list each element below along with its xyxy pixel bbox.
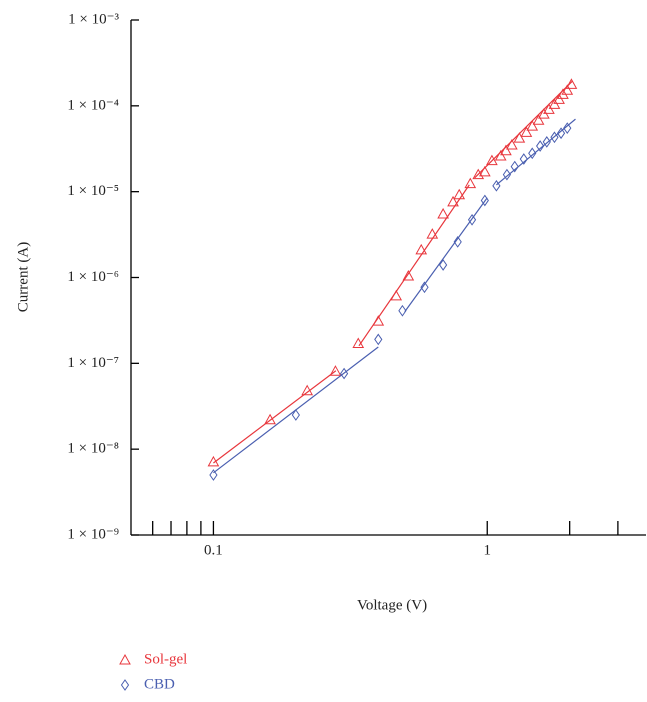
data-point (502, 168, 512, 181)
data-point (520, 126, 533, 137)
data-point (439, 259, 448, 271)
data-point (264, 413, 276, 425)
legend-marker (119, 653, 131, 665)
data-point (519, 153, 528, 165)
y-tick-label: 1 × 10⁻⁵ (67, 183, 119, 199)
y-tick-label: 1 × 10⁻⁴ (67, 97, 119, 113)
data-point (478, 165, 491, 177)
data-point (565, 78, 578, 89)
data-point (437, 207, 449, 219)
data-point (453, 188, 466, 200)
data-point (532, 114, 545, 125)
fit-line (213, 370, 337, 464)
data-point (492, 179, 501, 192)
data-point (548, 98, 561, 109)
data-point (510, 160, 519, 173)
y-tick-label: 1 × 10⁻⁷ (67, 355, 119, 371)
data-point (398, 304, 407, 317)
y-tick-label: 1 × 10⁻⁸ (67, 441, 119, 457)
data-point (528, 147, 537, 160)
fit-line (474, 80, 574, 179)
data-point (291, 409, 300, 421)
data-point (542, 136, 551, 148)
data-point (556, 127, 566, 140)
data-point (374, 333, 383, 346)
y-tick-label: 1 × 10⁻⁹ (67, 526, 119, 542)
data-point (415, 243, 428, 255)
data-point (390, 289, 403, 301)
data-point (329, 365, 342, 376)
data-point (494, 150, 507, 161)
data-point (207, 455, 220, 467)
data-point (352, 337, 365, 349)
data-point (467, 213, 477, 226)
fit-line (358, 184, 470, 347)
legend-label: Sol-gel (144, 651, 187, 667)
legend-marker (120, 679, 130, 691)
data-point (513, 132, 526, 143)
data-point (500, 144, 512, 156)
x-tick-label: 1 (483, 542, 491, 558)
data-point (453, 236, 462, 248)
data-point (209, 469, 218, 481)
data-point (372, 315, 385, 326)
legend-label: CBD (144, 676, 175, 692)
data-point (339, 367, 349, 380)
data-point (426, 228, 439, 239)
data-point (301, 384, 314, 396)
x-tick-label: 0.1 (204, 542, 223, 558)
data-point (402, 270, 415, 281)
data-point (561, 84, 574, 95)
data-point (563, 122, 572, 134)
y-tick-label: 1 × 10⁻⁶ (67, 269, 119, 285)
data-point (486, 154, 498, 166)
data-point (480, 194, 489, 207)
y-axis-label: Current (A) (15, 242, 31, 312)
x-axis-label: Voltage (V) (357, 597, 427, 613)
data-point (420, 281, 429, 294)
data-point (464, 177, 477, 189)
data-point (506, 138, 518, 150)
data-point (550, 131, 559, 144)
data-point (536, 140, 545, 152)
data-point (447, 195, 459, 207)
fit-line (496, 118, 576, 186)
y-tick-label: 1 × 10⁻³ (68, 11, 119, 27)
data-point (526, 120, 539, 131)
